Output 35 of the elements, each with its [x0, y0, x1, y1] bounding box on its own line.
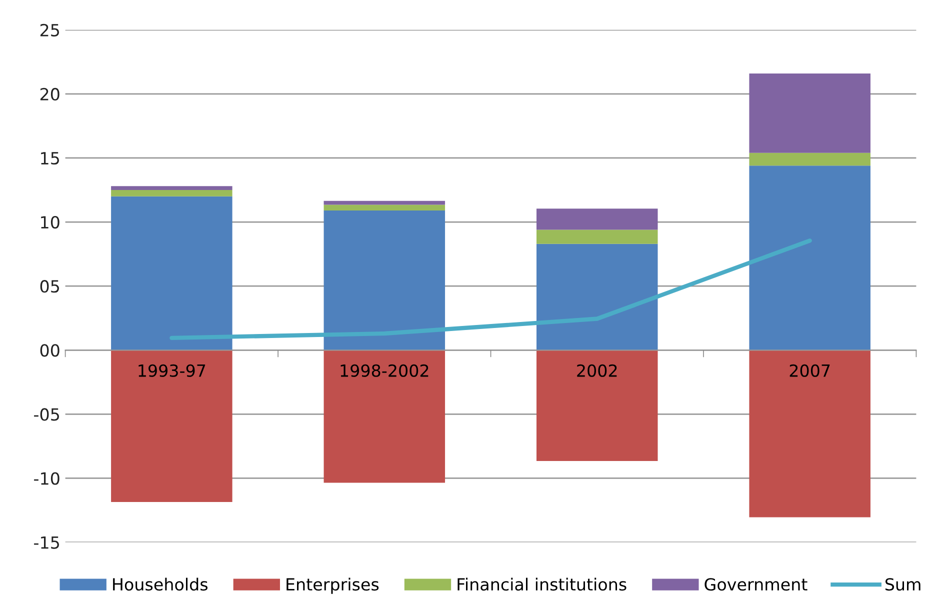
- bar: [536, 208, 658, 230]
- bar: [536, 244, 658, 350]
- bar: [749, 73, 870, 153]
- legend-label: Enterprises: [286, 578, 379, 594]
- x-tick-label: 1998-2002: [340, 364, 428, 377]
- legend-label: Sum: [885, 578, 920, 591]
- bar: [536, 230, 658, 244]
- bar: [111, 186, 232, 190]
- legend-label: Households: [113, 578, 208, 591]
- x-tick-label: 2002: [577, 364, 617, 377]
- y-tick-label: -05: [34, 408, 59, 421]
- bar: [324, 200, 446, 205]
- y-tick-label: -10: [34, 472, 60, 485]
- bar: [749, 152, 870, 166]
- bar: [111, 196, 232, 350]
- bar: [111, 190, 232, 196]
- bar: [324, 210, 446, 350]
- y-tick-label: 10: [41, 216, 60, 229]
- line-series: [170, 238, 812, 340]
- bar: [324, 350, 446, 483]
- x-tick-label: 1993-97: [138, 364, 206, 377]
- bar: [536, 350, 658, 461]
- bar: [111, 350, 232, 502]
- legend-label: Government: [704, 578, 808, 591]
- bar: [749, 350, 870, 518]
- y-tick-label: 20: [40, 88, 60, 101]
- bar: [749, 166, 870, 350]
- bar: [324, 204, 446, 211]
- x-tick-label: 2007: [790, 364, 830, 377]
- y-tick-label: 15: [41, 152, 59, 165]
- y-tick-label: 00: [40, 344, 60, 357]
- y-tick-label: 05: [40, 280, 59, 293]
- y-tick-label: -15: [34, 536, 59, 549]
- y-tick-label: 25: [40, 24, 59, 36]
- legend-label: Financial institutions: [458, 578, 626, 591]
